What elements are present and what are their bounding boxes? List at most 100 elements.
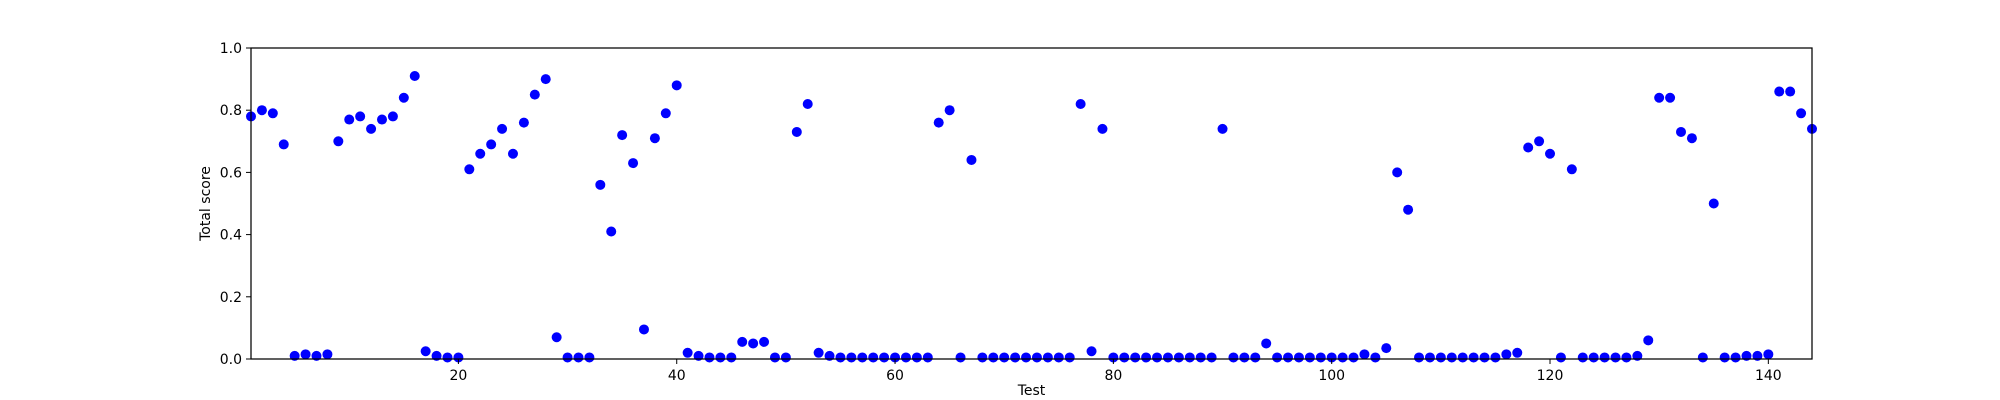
data-point xyxy=(1763,349,1774,360)
data-point xyxy=(398,92,409,103)
data-point xyxy=(1654,92,1665,103)
data-point xyxy=(682,347,693,358)
data-point xyxy=(1228,352,1239,363)
data-point xyxy=(387,111,398,122)
data-point xyxy=(1315,352,1326,363)
data-point xyxy=(1523,142,1534,153)
data-point xyxy=(933,117,944,128)
data-point xyxy=(1424,352,1435,363)
data-point xyxy=(1676,126,1687,137)
data-point xyxy=(1643,335,1654,346)
data-point xyxy=(464,164,475,175)
x-tick-label: 100 xyxy=(1318,368,1345,384)
data-point xyxy=(890,352,901,363)
x-tick-label: 140 xyxy=(1755,368,1782,384)
data-point xyxy=(1599,352,1610,363)
x-tick-label: 20 xyxy=(449,368,467,384)
data-point xyxy=(1545,148,1556,159)
data-point xyxy=(1774,86,1785,97)
data-point xyxy=(813,347,824,358)
data-point xyxy=(1621,352,1632,363)
data-point xyxy=(1381,343,1392,354)
data-point xyxy=(1042,352,1053,363)
data-point xyxy=(376,114,387,125)
data-point xyxy=(1686,133,1697,144)
data-point xyxy=(529,89,540,100)
data-point xyxy=(769,352,780,363)
data-point xyxy=(540,74,551,85)
data-point xyxy=(606,226,617,237)
data-point xyxy=(1479,352,1490,363)
data-point xyxy=(868,352,879,363)
data-point xyxy=(1337,352,1348,363)
data-point xyxy=(802,98,813,109)
data-point xyxy=(486,139,497,150)
data-point xyxy=(475,148,486,159)
data-point xyxy=(911,352,922,363)
data-point xyxy=(507,148,518,159)
data-point xyxy=(1217,123,1228,134)
data-point xyxy=(628,158,639,169)
data-point xyxy=(1053,352,1064,363)
data-point xyxy=(1086,346,1097,357)
x-tick-label: 120 xyxy=(1537,368,1564,384)
data-point xyxy=(595,179,606,190)
data-point xyxy=(1195,352,1206,363)
data-point xyxy=(1796,108,1807,119)
data-point xyxy=(955,352,966,363)
data-point xyxy=(1304,352,1315,363)
x-axis-label: Test xyxy=(1017,383,1046,399)
data-point xyxy=(1534,136,1545,147)
data-point xyxy=(1010,352,1021,363)
data-point xyxy=(1184,352,1195,363)
y-tick-label: 1.0 xyxy=(220,41,242,57)
data-point xyxy=(1130,352,1141,363)
data-point xyxy=(453,352,464,363)
data-point xyxy=(671,80,682,91)
data-point xyxy=(442,352,453,363)
data-point xyxy=(366,123,377,134)
data-point xyxy=(1665,92,1676,103)
data-point xyxy=(584,352,595,363)
data-point xyxy=(1152,352,1163,363)
data-point xyxy=(1468,352,1479,363)
data-point xyxy=(879,352,890,363)
data-point xyxy=(1414,352,1425,363)
data-point xyxy=(409,70,420,81)
data-point xyxy=(1293,352,1304,363)
y-tick-label: 0.6 xyxy=(220,165,242,181)
data-point xyxy=(1697,352,1708,363)
y-axis-label: Total score xyxy=(198,166,214,242)
data-point xyxy=(846,352,857,363)
data-point xyxy=(497,123,508,134)
data-point xyxy=(1512,347,1523,358)
data-point xyxy=(1403,204,1414,215)
data-point xyxy=(518,117,529,128)
data-point xyxy=(1250,352,1261,363)
data-point xyxy=(1119,352,1130,363)
data-point xyxy=(573,352,584,363)
data-point xyxy=(1446,352,1457,363)
data-point xyxy=(1239,352,1250,363)
data-point xyxy=(1370,352,1381,363)
data-point xyxy=(1075,98,1086,109)
data-point xyxy=(1719,352,1730,363)
data-point xyxy=(551,332,562,343)
data-point xyxy=(704,352,715,363)
data-point xyxy=(278,139,289,150)
data-point xyxy=(726,352,737,363)
data-point xyxy=(1457,352,1468,363)
y-tick-label: 0.2 xyxy=(220,290,242,306)
data-point xyxy=(1261,338,1272,349)
data-point xyxy=(1162,352,1173,363)
data-point xyxy=(1785,86,1796,97)
data-point xyxy=(300,349,311,360)
data-point xyxy=(759,336,770,347)
data-point xyxy=(1392,167,1403,178)
data-point xyxy=(617,130,628,141)
data-point xyxy=(835,352,846,363)
data-point xyxy=(1501,349,1512,360)
data-point xyxy=(977,352,988,363)
data-point xyxy=(1730,352,1741,363)
